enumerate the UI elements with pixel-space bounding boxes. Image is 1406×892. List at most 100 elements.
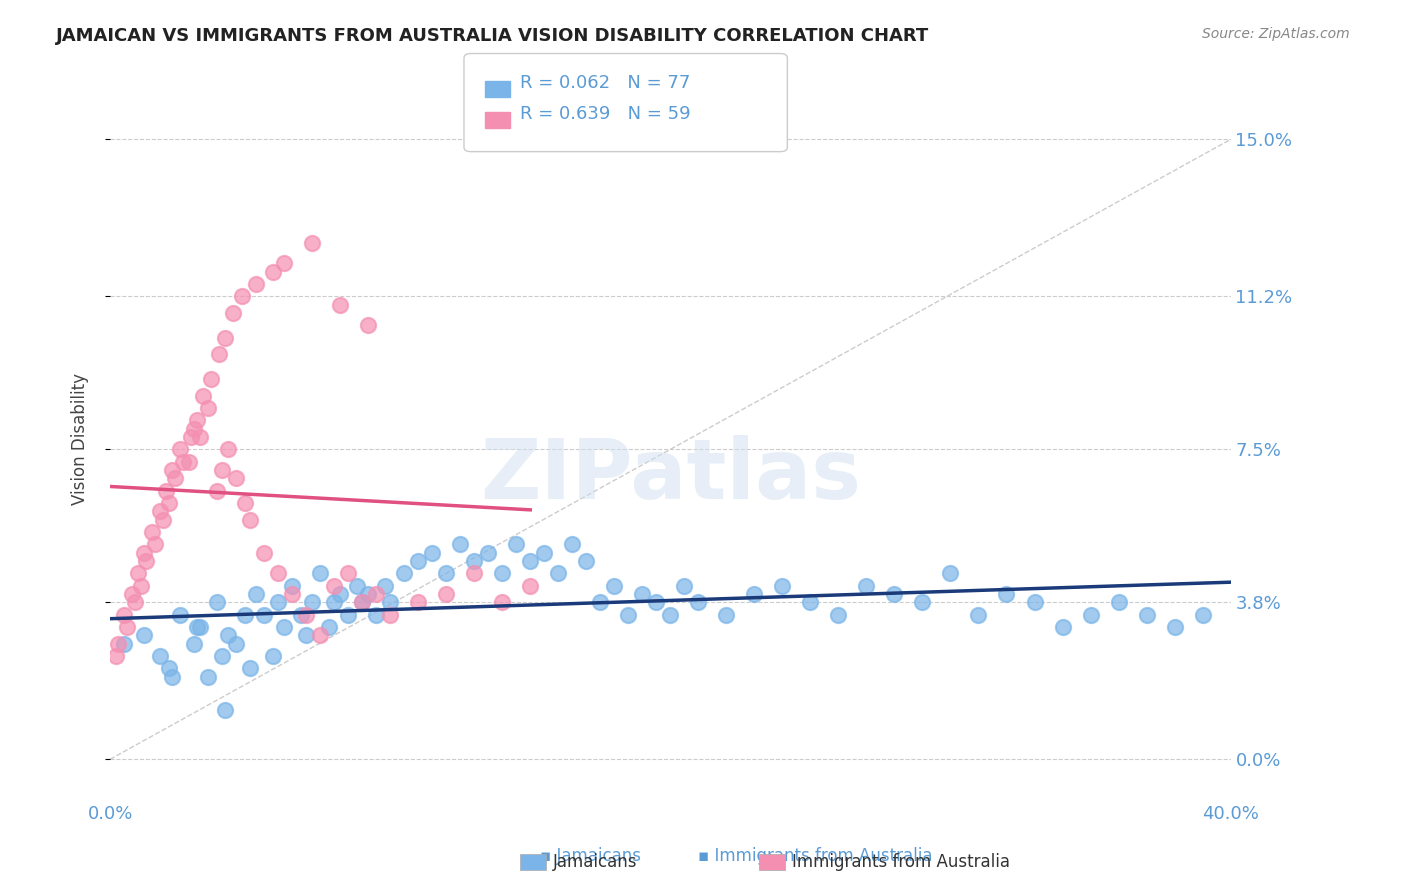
Point xyxy=(463,554,485,568)
Point xyxy=(225,637,247,651)
Point xyxy=(132,628,155,642)
Point xyxy=(688,595,710,609)
Point xyxy=(112,637,135,651)
Point xyxy=(491,595,513,609)
Point xyxy=(547,566,569,581)
Point xyxy=(214,331,236,345)
Point xyxy=(281,579,304,593)
Point xyxy=(104,648,127,663)
Point xyxy=(645,595,668,609)
Point xyxy=(995,587,1018,601)
Point xyxy=(323,579,346,593)
Point xyxy=(346,579,368,593)
Point xyxy=(799,595,821,609)
Point xyxy=(245,587,267,601)
Point xyxy=(911,595,934,609)
Point xyxy=(318,620,340,634)
Point xyxy=(157,496,180,510)
Point xyxy=(155,483,177,498)
Point xyxy=(200,372,222,386)
Point xyxy=(337,607,360,622)
Point xyxy=(211,648,233,663)
Text: ZIPatlas: ZIPatlas xyxy=(479,434,860,516)
Point xyxy=(124,595,146,609)
Point xyxy=(337,566,360,581)
Point xyxy=(617,607,640,622)
Point xyxy=(281,587,304,601)
Text: Source: ZipAtlas.com: Source: ZipAtlas.com xyxy=(1202,27,1350,41)
Point xyxy=(309,566,332,581)
Point xyxy=(1052,620,1074,634)
Point xyxy=(208,347,231,361)
Point xyxy=(180,430,202,444)
Point xyxy=(225,471,247,485)
Point xyxy=(121,587,143,601)
Point xyxy=(267,595,290,609)
Point xyxy=(603,579,626,593)
Point xyxy=(273,256,295,270)
Point xyxy=(149,648,172,663)
Point xyxy=(233,496,256,510)
Point xyxy=(233,607,256,622)
Point xyxy=(183,637,205,651)
Point xyxy=(673,579,696,593)
Point xyxy=(245,277,267,291)
Text: Jamaicans: Jamaicans xyxy=(553,853,637,871)
Point xyxy=(112,607,135,622)
Point xyxy=(177,455,200,469)
Point xyxy=(357,587,380,601)
Point xyxy=(152,513,174,527)
Point xyxy=(519,579,541,593)
Point xyxy=(290,607,312,622)
Point xyxy=(329,298,352,312)
Point xyxy=(115,620,138,634)
Point xyxy=(939,566,962,581)
Point xyxy=(392,566,415,581)
Point xyxy=(716,607,738,622)
Point xyxy=(129,579,152,593)
Point xyxy=(406,595,429,609)
Point xyxy=(160,670,183,684)
Text: ▪ Jamaicans: ▪ Jamaicans xyxy=(540,847,641,865)
Point xyxy=(149,504,172,518)
Point xyxy=(434,587,457,601)
Point xyxy=(205,483,228,498)
Point xyxy=(491,566,513,581)
Point xyxy=(575,554,598,568)
Point xyxy=(374,579,396,593)
Point xyxy=(262,265,284,279)
Point xyxy=(183,422,205,436)
Text: ▪ Immigrants from Australia: ▪ Immigrants from Australia xyxy=(699,847,932,865)
Point xyxy=(301,235,323,250)
Point xyxy=(135,554,157,568)
Point xyxy=(1135,607,1157,622)
Point xyxy=(1191,607,1213,622)
Point xyxy=(141,524,163,539)
Point xyxy=(631,587,654,601)
Point xyxy=(352,595,374,609)
Point xyxy=(267,566,290,581)
Point xyxy=(366,607,388,622)
Point xyxy=(323,595,346,609)
Point xyxy=(406,554,429,568)
Point xyxy=(519,554,541,568)
Point xyxy=(477,546,499,560)
Text: JAMAICAN VS IMMIGRANTS FROM AUSTRALIA VISION DISABILITY CORRELATION CHART: JAMAICAN VS IMMIGRANTS FROM AUSTRALIA VI… xyxy=(56,27,929,45)
Point xyxy=(463,566,485,581)
Point xyxy=(186,413,208,427)
Point xyxy=(295,628,318,642)
Point xyxy=(273,620,295,634)
Point xyxy=(217,442,239,457)
Point xyxy=(967,607,990,622)
Point xyxy=(214,703,236,717)
Text: R = 0.062   N = 77: R = 0.062 N = 77 xyxy=(520,74,690,92)
Point xyxy=(357,318,380,333)
Point xyxy=(295,607,318,622)
Point xyxy=(1163,620,1185,634)
Point xyxy=(253,546,276,560)
Point xyxy=(211,463,233,477)
Point xyxy=(239,513,262,527)
Point xyxy=(188,430,211,444)
Point xyxy=(127,566,149,581)
Point xyxy=(309,628,332,642)
